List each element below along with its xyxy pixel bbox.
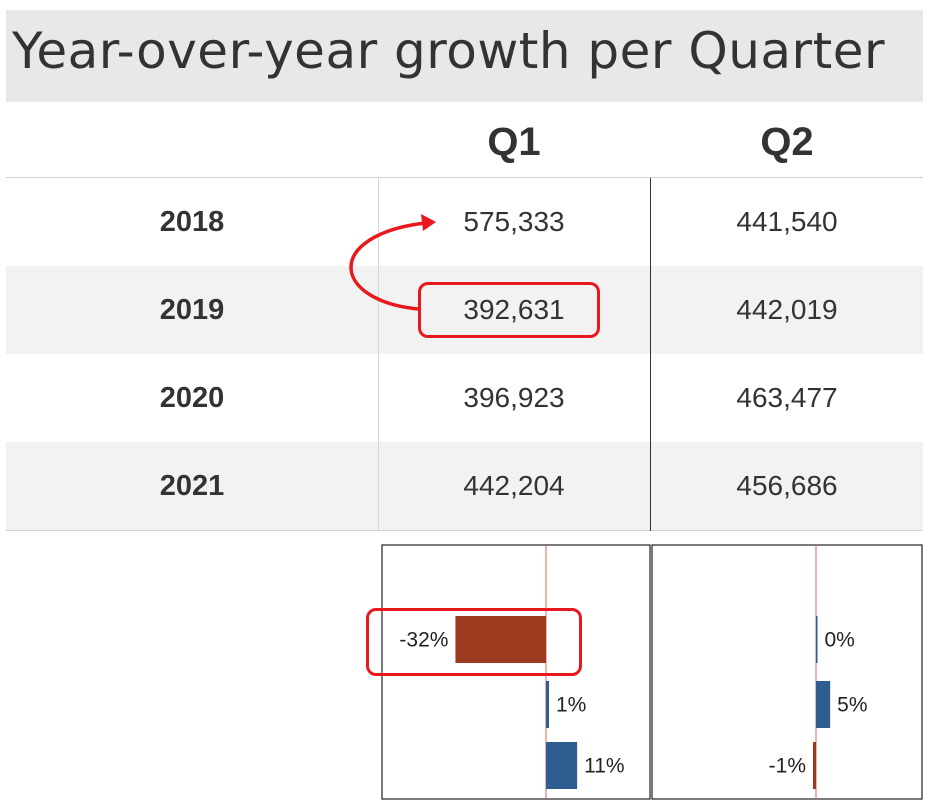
row-year: 2021 (159, 470, 225, 502)
q2-value: 441,540 (736, 206, 838, 237)
title-bar (6, 10, 923, 102)
table-row: 2020 396,923 463,477 (6, 354, 923, 442)
chart-title: Year-over-year growth per Quarter (12, 22, 886, 80)
q2-panel-frame (651, 544, 923, 800)
growth-bar (813, 742, 816, 789)
growth-label: 11% (584, 755, 624, 778)
column-header-q2: Q2 (760, 120, 814, 164)
growth-bar (546, 742, 578, 789)
q2-value: 463,477 (736, 382, 838, 413)
table-top-border (6, 177, 923, 178)
growth-label: -1% (769, 755, 806, 778)
table-bottom-border (6, 530, 923, 531)
table-row: 2018 575,333 441,540 (6, 178, 923, 266)
row-year: 2019 (159, 294, 225, 326)
growth-bar (816, 681, 831, 728)
highlight-callout-growth (366, 608, 582, 676)
growth-label: 1% (556, 694, 586, 717)
q1-value: 392,631 (463, 294, 565, 325)
q1-value: 442,204 (463, 470, 565, 501)
column-divider (378, 178, 379, 531)
column-header-q1: Q1 (487, 120, 541, 164)
growth-bar (546, 681, 549, 728)
q1-value: 575,333 (463, 206, 565, 237)
table-row: 2021 442,204 456,686 (6, 442, 923, 530)
row-year: 2020 (159, 382, 225, 414)
row-year: 2018 (159, 206, 225, 238)
q2-value: 456,686 (736, 470, 838, 501)
growth-label: 5% (837, 694, 867, 717)
table-row: 2019 392,631 442,019 (6, 266, 923, 354)
growth-label: 0% (825, 629, 855, 652)
q2-value: 442,019 (736, 294, 838, 325)
column-divider (650, 178, 651, 531)
highlight-callout-value (418, 282, 600, 338)
q1-value: 396,923 (463, 382, 565, 413)
growth-bar (816, 616, 818, 663)
